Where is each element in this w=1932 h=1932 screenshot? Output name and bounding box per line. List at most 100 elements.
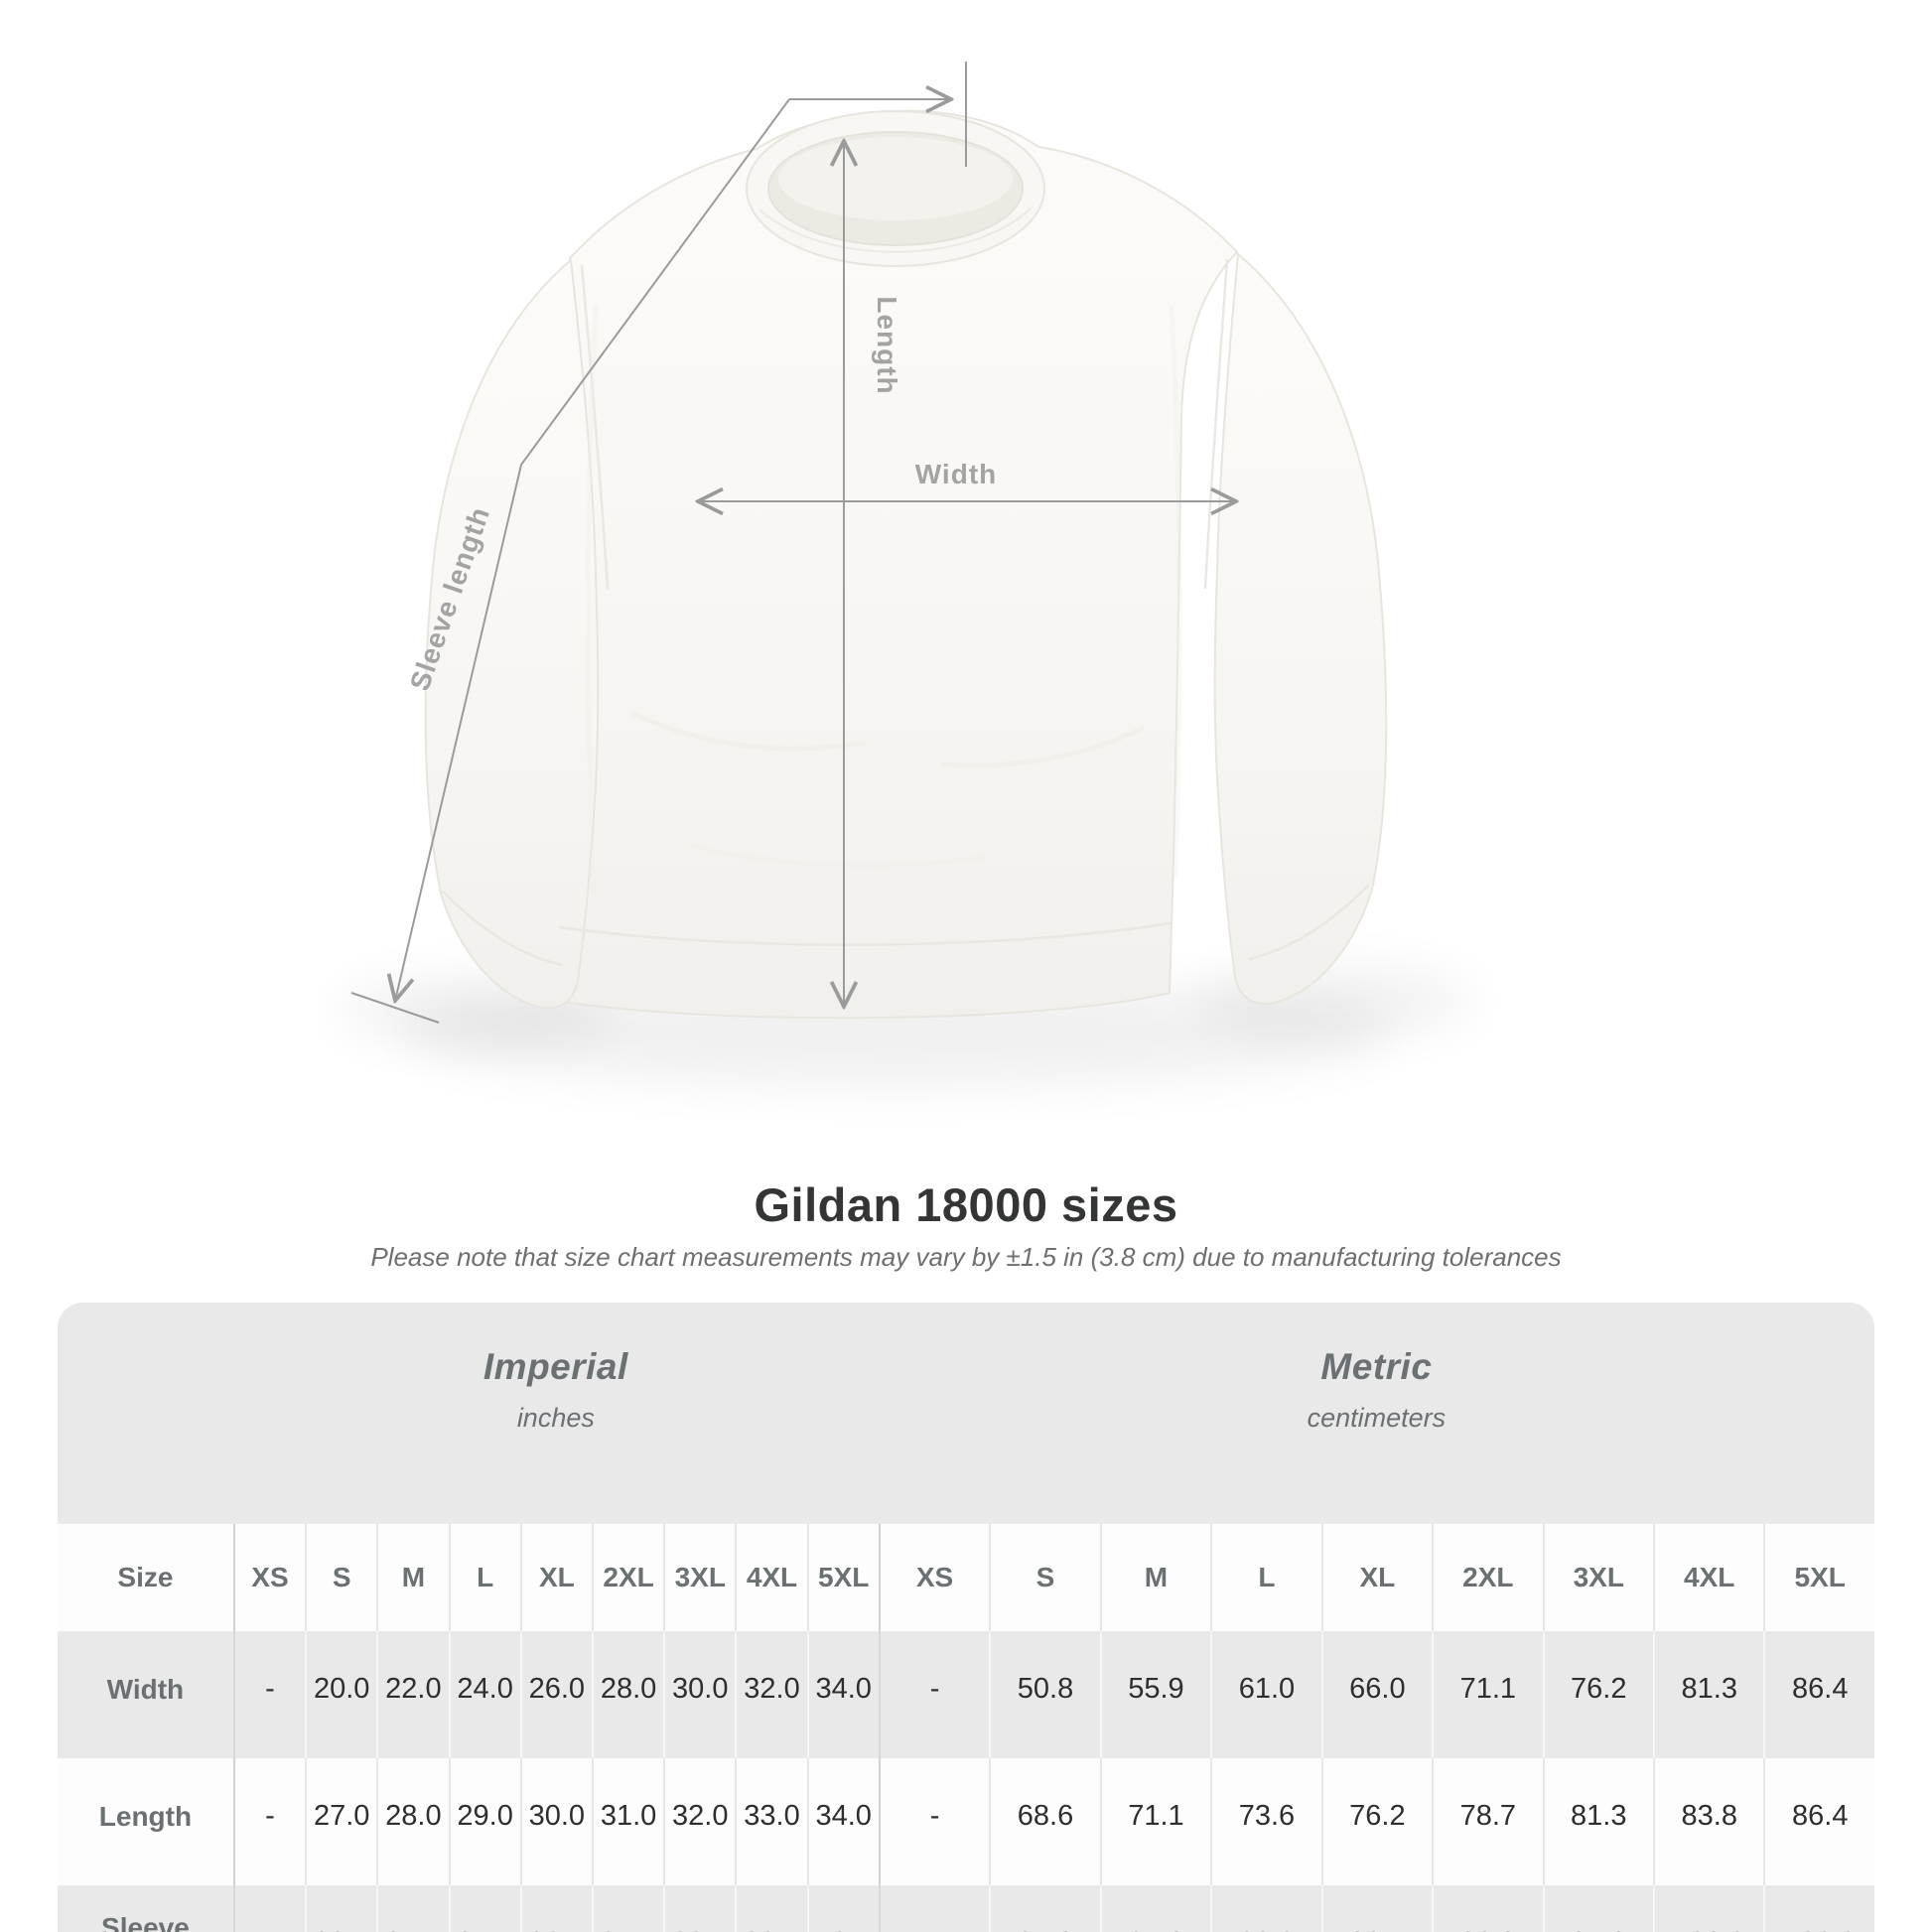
table-cell: - <box>232 1758 306 1885</box>
product-image: Length Width Sleeve length <box>338 62 1474 1087</box>
imperial-unit-label: inches <box>516 1403 595 1433</box>
table-cell: 86.4 <box>1763 1758 1874 1885</box>
sleeve-length-endbar <box>350 992 440 1024</box>
metric-col-4xl: 4XL <box>1653 1524 1764 1631</box>
row-length: Length -27.0 28.0 29.0 30.0 31.0 32.0 33.0 34.0-… <box>58 1758 1874 1885</box>
table-cell: 24.0 <box>448 1631 520 1758</box>
table-cell: 28.0 <box>591 1631 664 1758</box>
page-title: Gildan 18000 sizes <box>754 1178 1178 1231</box>
metric-col-3xl: 3XL <box>1542 1524 1653 1631</box>
unit-group-row: Imperial inches Metric centimeters <box>58 1303 1874 1524</box>
column-header-row: Size XS S M L XL 2XL 3XL 4XL 5XL XS S M L XL 2XL 3XL 4XL… <box>58 1524 1874 1631</box>
table-cell: 27.0 <box>305 1758 377 1885</box>
table-cell: 81.3 <box>1542 1758 1653 1885</box>
table-cell: 100.3 <box>1653 1885 1764 1932</box>
table-cell: 92.7 <box>1320 1885 1433 1932</box>
table-cell: 61.0 <box>1210 1631 1321 1758</box>
sweatshirt-garment <box>424 109 1388 1020</box>
imperial-col-xs: XS <box>232 1524 306 1631</box>
table-cell: 81.3 <box>1653 1631 1764 1758</box>
table-cell: - <box>232 1631 306 1758</box>
table-cell: 32.0 <box>663 1758 736 1885</box>
table-cell: 36.5 <box>519 1885 592 1932</box>
table-cell: 76.2 <box>1542 1631 1653 1758</box>
page-subtitle: Please note that size chart measurements… <box>370 1242 1562 1272</box>
table-cell: 33.5 <box>305 1885 377 1932</box>
table-cell: 86.4 <box>1763 1631 1874 1758</box>
table-cell: 26.0 <box>519 1631 592 1758</box>
sleeve-length-arrow <box>395 98 790 1001</box>
imperial-col-4xl: 4XL <box>735 1524 807 1631</box>
row-label: Width <box>58 1631 233 1758</box>
metric-col-2xl: 2XL <box>1432 1524 1543 1631</box>
imperial-col-l: L <box>448 1524 520 1631</box>
metric-col-s: S <box>989 1524 1100 1631</box>
table-cell: 34.0 <box>806 1758 879 1885</box>
table-cell: 68.6 <box>989 1758 1100 1885</box>
imperial-col-xl: XL <box>519 1524 592 1631</box>
table-cell: 85.0 <box>989 1885 1100 1932</box>
table-cell: 30.0 <box>519 1758 592 1885</box>
metric-col-l: L <box>1210 1524 1321 1631</box>
sweatshirt-illustration: Length Width Sleeve length <box>338 62 1474 1087</box>
metric-unit-label: centimeters <box>1307 1403 1447 1433</box>
table-cell: 29.0 <box>448 1758 520 1885</box>
table-cell: 28.0 <box>376 1758 449 1885</box>
size-chart: Imperial inches Metric centimeters Size … <box>58 1303 1874 1932</box>
table-cell: 39.5 <box>735 1885 807 1932</box>
size-column-header: Size <box>58 1524 233 1631</box>
table-cell: 33.0 <box>735 1758 807 1885</box>
table-cell: - <box>878 1631 990 1758</box>
table-cell: - <box>878 1758 990 1885</box>
metric-col-xs: XS <box>878 1524 990 1631</box>
metric-col-xl: XL <box>1320 1524 1433 1631</box>
table-cell: 71.1 <box>1099 1758 1211 1885</box>
table-cell: 97.8 <box>1542 1885 1653 1932</box>
table-cell: 90.2 <box>1210 1885 1321 1932</box>
size-table: Imperial inches Metric centimeters Size … <box>58 1303 1874 1932</box>
sweatshirt-right-sleeve <box>1213 251 1388 1006</box>
width-label: Width <box>915 459 998 489</box>
table-cell: 55.9 <box>1099 1631 1211 1758</box>
row-width: Width -20.0 22.0 24.0 26.0 28.0 30.0 32.0 34.0-5… <box>58 1631 1874 1758</box>
table-cell: 87.6 <box>1099 1885 1211 1932</box>
metric-col-5xl: 5XL <box>1763 1524 1874 1631</box>
table-cell: 71.1 <box>1432 1631 1543 1758</box>
imperial-col-3xl: 3XL <box>663 1524 736 1631</box>
sweatshirt-collar <box>746 110 1045 267</box>
imperial-col-m: M <box>376 1524 449 1631</box>
row-label: Sleeve length <box>58 1885 233 1932</box>
table-cell: 31.0 <box>591 1758 664 1885</box>
length-label: Length <box>872 296 902 394</box>
imperial-label: Imperial <box>483 1346 628 1387</box>
imperial-group-header: Imperial inches <box>232 1303 879 1524</box>
metric-label: Metric <box>1320 1346 1433 1387</box>
table-cell: 66.0 <box>1320 1631 1433 1758</box>
table-cell: 34.5 <box>376 1885 449 1932</box>
table-cell: 38.5 <box>663 1885 736 1932</box>
table-cell: 32.0 <box>735 1631 807 1758</box>
table-cell: 102.9 <box>1763 1885 1874 1932</box>
table-cell: 37.5 <box>591 1885 664 1932</box>
table-cell: 35.5 <box>448 1885 520 1932</box>
table-cell: 78.7 <box>1432 1758 1543 1885</box>
table-cell: - <box>878 1885 990 1932</box>
table-cell: 50.8 <box>989 1631 1100 1758</box>
table-cell: 20.0 <box>305 1631 377 1758</box>
imperial-col-5xl: 5XL <box>806 1524 879 1631</box>
table-cell: 73.6 <box>1210 1758 1321 1885</box>
imperial-col-2xl: 2XL <box>591 1524 664 1631</box>
group-spacer <box>58 1303 233 1524</box>
imperial-col-s: S <box>305 1524 377 1631</box>
table-cell: 40.5 <box>806 1885 879 1932</box>
sweatshirt-left-sleeve <box>424 258 600 1010</box>
table-cell: 30.0 <box>663 1631 736 1758</box>
table-cell: 22.0 <box>376 1631 449 1758</box>
row-sleeve-length: Sleeve length - 33.534.535.536.537.538.539… <box>58 1885 1874 1932</box>
row-label: Length <box>58 1758 233 1885</box>
table-cell: 34.0 <box>806 1631 879 1758</box>
table-cell: 83.8 <box>1653 1758 1764 1885</box>
table-cell: 76.2 <box>1320 1758 1433 1885</box>
table-cell: 96.3 <box>1432 1885 1543 1932</box>
metric-group-header: Metric centimeters <box>878 1303 1874 1524</box>
